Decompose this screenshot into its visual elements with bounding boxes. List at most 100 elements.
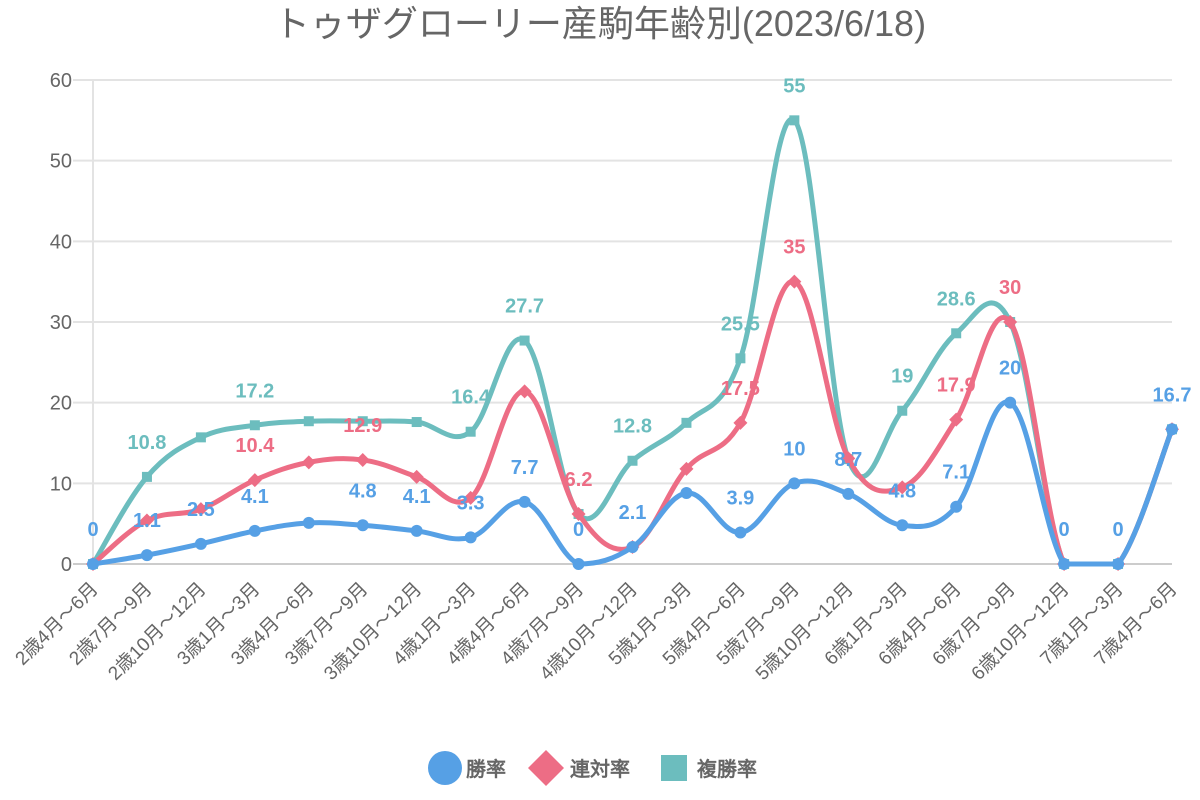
data-point[interactable] bbox=[355, 452, 370, 467]
y-tick-label: 50 bbox=[50, 151, 72, 173]
data-point[interactable] bbox=[463, 490, 478, 505]
data-point[interactable] bbox=[1058, 558, 1071, 570]
data-point[interactable] bbox=[194, 537, 207, 550]
legend-label: 複勝率 bbox=[697, 757, 757, 781]
data-label: 17.5 bbox=[721, 378, 760, 400]
y-tick-label: 10 bbox=[50, 473, 72, 495]
data-point[interactable] bbox=[841, 451, 856, 466]
data-point[interactable] bbox=[949, 412, 964, 427]
data-label: 16.4 bbox=[451, 387, 491, 409]
legend-item-top3-rate[interactable]: 複勝率 bbox=[661, 755, 757, 781]
data-label: 2.5 bbox=[187, 499, 215, 521]
data-point[interactable] bbox=[680, 487, 693, 500]
data-label: 16.7 bbox=[1153, 384, 1192, 406]
data-labels: 10.8 17.2 16.4 27.7 12.8 25.5 55 19 28.6 10.4 12.9… bbox=[87, 75, 1191, 541]
data-point[interactable] bbox=[571, 506, 586, 521]
data-point[interactable] bbox=[627, 455, 638, 466]
data-point[interactable] bbox=[950, 500, 963, 513]
data-point[interactable] bbox=[1166, 423, 1178, 436]
data-point[interactable] bbox=[140, 549, 153, 562]
data-label: 6.2 bbox=[565, 469, 593, 491]
data-point[interactable] bbox=[789, 115, 800, 126]
data-label: 2.1 bbox=[619, 502, 647, 524]
data-label: 30 bbox=[999, 277, 1021, 299]
data-point[interactable] bbox=[517, 384, 532, 399]
data-point[interactable] bbox=[1003, 315, 1018, 329]
data-point[interactable] bbox=[195, 432, 206, 443]
data-label: 55 bbox=[783, 75, 805, 97]
data-point[interactable] bbox=[464, 531, 477, 544]
data-label: 3.9 bbox=[726, 488, 754, 510]
data-point[interactable] bbox=[788, 477, 801, 490]
data-point[interactable] bbox=[303, 416, 314, 427]
data-label: 8.7 bbox=[834, 449, 862, 471]
series-layer bbox=[86, 115, 1179, 571]
data-point[interactable] bbox=[733, 415, 748, 430]
legend-item-win-rate[interactable]: 勝率 bbox=[428, 751, 506, 785]
data-label: 19 bbox=[891, 366, 913, 388]
data-label: 10.8 bbox=[127, 432, 166, 454]
data-point[interactable] bbox=[735, 353, 746, 364]
data-label: 20 bbox=[999, 358, 1021, 380]
data-point[interactable] bbox=[87, 558, 99, 570]
data-point[interactable] bbox=[301, 455, 316, 470]
data-point[interactable] bbox=[842, 487, 855, 500]
data-point[interactable] bbox=[410, 524, 423, 537]
legend-label: 連対率 bbox=[570, 757, 630, 781]
legend-diamond-icon bbox=[528, 750, 564, 786]
data-label: 35 bbox=[783, 237, 805, 259]
data-point[interactable] bbox=[465, 426, 476, 437]
data-label: 12.9 bbox=[343, 415, 382, 437]
data-point[interactable] bbox=[411, 417, 422, 428]
data-point[interactable] bbox=[572, 558, 585, 570]
data-label: 3.3 bbox=[457, 492, 485, 514]
x-tick-label: 4歳10月～12月 bbox=[535, 578, 642, 685]
data-point[interactable] bbox=[141, 471, 152, 482]
data-point[interactable] bbox=[787, 274, 802, 289]
data-point[interactable] bbox=[247, 473, 262, 488]
data-point[interactable] bbox=[193, 502, 208, 517]
data-point[interactable] bbox=[626, 541, 639, 554]
data-point[interactable] bbox=[249, 420, 260, 431]
data-point[interactable] bbox=[1004, 396, 1017, 409]
data-label: 25.5 bbox=[721, 313, 760, 335]
data-point[interactable] bbox=[951, 328, 962, 339]
data-label: 10.4 bbox=[235, 435, 275, 457]
legend-item-top2-rate[interactable]: 連対率 bbox=[528, 750, 630, 786]
data-label: 12.8 bbox=[613, 416, 652, 438]
data-point[interactable] bbox=[897, 405, 908, 416]
y-tick-label: 30 bbox=[50, 312, 72, 334]
data-point[interactable] bbox=[356, 519, 369, 532]
legend-square-icon bbox=[661, 755, 687, 781]
legend-circle-icon bbox=[428, 751, 462, 785]
data-point[interactable] bbox=[139, 513, 154, 528]
data-point[interactable] bbox=[409, 469, 424, 484]
y-axis-ticks: 0 10 20 30 40 50 60 bbox=[50, 70, 72, 576]
y-tick-label: 40 bbox=[50, 231, 72, 253]
data-label: 0 bbox=[87, 519, 98, 541]
data-label: 0 bbox=[1112, 519, 1123, 541]
data-label: 28.6 bbox=[937, 288, 976, 310]
data-label: 7.1 bbox=[942, 462, 970, 484]
x-axis-ticks: 2歳4月～6月2歳7月～9月2歳10月～12月3歳1月～3月3歳4月～6月3歳7… bbox=[11, 578, 1182, 685]
data-label: 17.9 bbox=[937, 375, 976, 397]
data-point[interactable] bbox=[681, 417, 692, 428]
data-point[interactable] bbox=[1112, 558, 1125, 570]
data-label: 27.7 bbox=[505, 296, 544, 318]
data-point[interactable] bbox=[896, 519, 909, 532]
data-point[interactable] bbox=[518, 495, 531, 508]
data-point[interactable] bbox=[895, 480, 910, 495]
data-point[interactable] bbox=[302, 516, 315, 529]
data-label: 4.1 bbox=[241, 486, 269, 508]
x-tick-label: 6歳10月～12月 bbox=[967, 578, 1074, 685]
x-tick-label: 5歳10月～12月 bbox=[751, 578, 858, 685]
data-label: 4.8 bbox=[888, 480, 916, 502]
y-tick-label: 0 bbox=[61, 554, 72, 576]
data-point[interactable] bbox=[357, 416, 368, 427]
data-label: 7.7 bbox=[511, 457, 539, 479]
data-point[interactable] bbox=[734, 526, 747, 539]
data-point[interactable] bbox=[248, 524, 261, 537]
data-point[interactable] bbox=[519, 335, 530, 346]
data-point[interactable] bbox=[679, 461, 694, 476]
